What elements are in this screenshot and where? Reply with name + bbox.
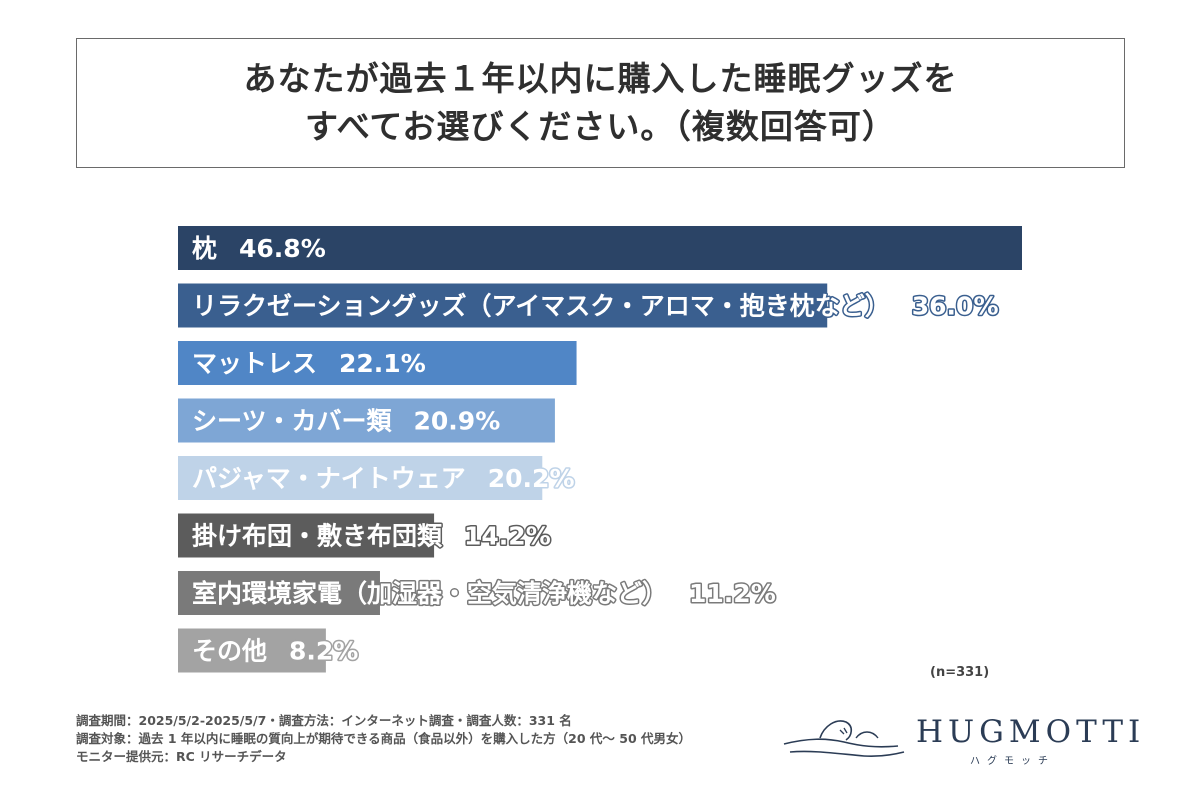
value-label-6: 14.2% (464, 522, 551, 551)
category-label-5: パジャマ・ナイトウェア (192, 464, 466, 493)
category-label-7: 室内環境家電（加湿器・空気清浄機など） (192, 579, 667, 608)
value-label-5: 20.2% (488, 464, 575, 493)
category-label-2: リラクゼーショングッズ（アイマスク・アロマ・抱き枕など） (192, 292, 890, 321)
survey-footnote: 調査期間：2025/5/2-2025/5/7・調査方法：インターネット調査・調査… (76, 712, 691, 766)
category-label-1: 枕 (192, 234, 217, 263)
value-label-4: 20.9% (414, 407, 501, 436)
value-label-7: 11.2% (689, 579, 776, 608)
bar-3 (178, 341, 577, 385)
brand-logo: HUGMOTTI ハグモッチ (780, 708, 1140, 778)
bar-label-3: マットレス 22.1% (192, 349, 426, 378)
category-label-8: その他 (192, 637, 267, 666)
survey-provider-line: モニター提供元：RC リサーチデータ (76, 749, 287, 764)
value-label-2: 36.0% (912, 292, 999, 321)
bar-8 (178, 628, 326, 673)
value-label-3: 22.1% (339, 349, 426, 378)
bar-label-4: シーツ・カバー類 20.9% (192, 407, 500, 436)
bar-label-7: 室内環境家電（加湿器・空気清浄機など） 11.2% (192, 579, 776, 608)
bar-label-6: 掛け布団・敷き布団類 14.2% (192, 522, 551, 551)
value-label-8: 8.2% (289, 637, 358, 666)
category-label-6: 掛け布団・敷き布団類 (192, 522, 443, 551)
brand-kana: ハグモッチ (970, 756, 1055, 767)
survey-target-line: 調査対象：過去 1 年以内に睡眠の質向上が期待できる商品（食品以外）を購入した方… (76, 731, 691, 746)
question-title-box: あなたが過去１年以内に購入した睡眠グッズを すべてお選びください。（複数回答可） (76, 38, 1125, 168)
sample-size-label: (n=331) (930, 665, 990, 680)
bar-label-1: 枕 46.8% (192, 234, 326, 263)
bar-label-8: その他 8.2% (192, 637, 358, 666)
survey-period-line: 調査期間：2025/5/2-2025/5/7・調査方法：インターネット調査・調査… (76, 713, 572, 728)
sleeping-figure-icon (783, 720, 905, 758)
bar-7 (178, 571, 380, 615)
bar-2 (178, 283, 828, 328)
category-label-4: シーツ・カバー類 (192, 407, 393, 436)
bar-6 (178, 513, 435, 558)
value-label-1: 46.8% (239, 234, 326, 263)
brand-wordmark: HUGMOTTI (916, 714, 1146, 750)
category-label-3: マットレス (192, 349, 317, 378)
bar-label-2: リラクゼーショングッズ（アイマスク・アロマ・抱き枕など） 36.0% (192, 292, 999, 321)
bar-4 (178, 398, 555, 443)
question-title-line-2: すべてお選びください。（複数回答可） (305, 107, 896, 146)
bar-1 (178, 226, 1022, 270)
bar-label-5: パジャマ・ナイトウェア 20.2% (192, 464, 575, 493)
question-title-line-1: あなたが過去１年以内に購入した睡眠グッズを (243, 59, 958, 98)
bar-5 (178, 456, 543, 500)
